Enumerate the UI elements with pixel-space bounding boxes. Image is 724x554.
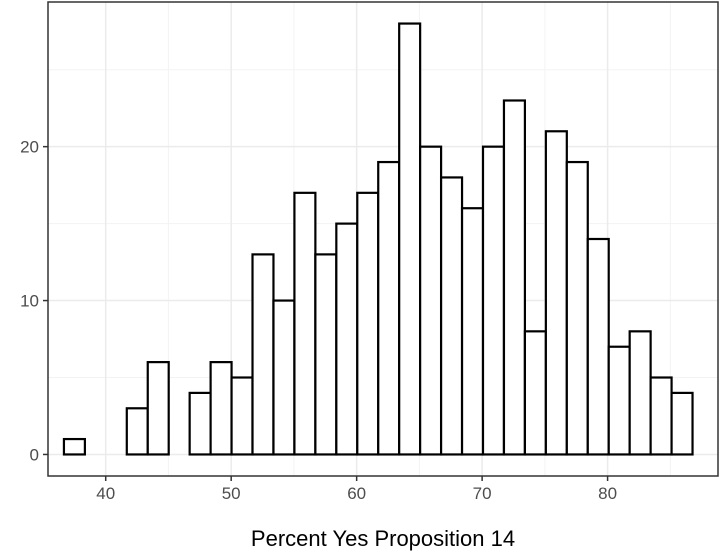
x-tick-label: 70 bbox=[473, 484, 492, 503]
x-tick-label: 80 bbox=[598, 484, 617, 503]
histogram-bar bbox=[62, 437, 86, 456]
histogram-bar bbox=[335, 222, 359, 456]
histogram-bar bbox=[356, 191, 380, 456]
histogram-bar bbox=[628, 330, 652, 456]
x-axis: 405060708090 bbox=[96, 476, 724, 503]
y-axis: 0 10 20 bbox=[20, 138, 48, 464]
histogram-bar bbox=[481, 145, 506, 456]
histogram-bar bbox=[377, 160, 401, 456]
histogram-bar bbox=[230, 376, 254, 456]
x-axis-title: Percent Yes Proposition 14 bbox=[251, 526, 515, 551]
histogram-bar bbox=[398, 22, 422, 456]
histogram-bar bbox=[544, 130, 568, 456]
y-tick-label: 20 bbox=[20, 138, 39, 157]
histogram-bar bbox=[251, 253, 275, 456]
histogram-bar bbox=[586, 237, 610, 456]
histogram-bar bbox=[670, 391, 694, 456]
histogram-bar bbox=[607, 345, 631, 456]
histogram-bar bbox=[314, 253, 338, 456]
histogram-bar bbox=[188, 391, 212, 456]
histogram-bar bbox=[439, 176, 464, 456]
histogram-bar bbox=[125, 407, 149, 456]
histogram-bar bbox=[649, 376, 673, 456]
histogram-bar bbox=[146, 361, 170, 456]
panel-border bbox=[47, 1, 719, 477]
x-tick-label: 50 bbox=[222, 484, 241, 503]
histogram-bar bbox=[523, 330, 547, 456]
x-tick-label: 60 bbox=[347, 484, 366, 503]
histogram-bar bbox=[209, 361, 233, 456]
histogram-bar bbox=[293, 191, 317, 456]
y-tick-label: 10 bbox=[20, 292, 39, 311]
histogram-bar bbox=[460, 207, 485, 456]
histogram-bar bbox=[565, 160, 589, 456]
histogram-bars bbox=[62, 22, 694, 456]
histogram-bar bbox=[502, 99, 527, 456]
x-tick-label: 40 bbox=[96, 484, 115, 503]
histogram-bar bbox=[419, 145, 443, 456]
histogram-bar bbox=[272, 299, 296, 456]
y-tick-label: 0 bbox=[30, 445, 39, 464]
